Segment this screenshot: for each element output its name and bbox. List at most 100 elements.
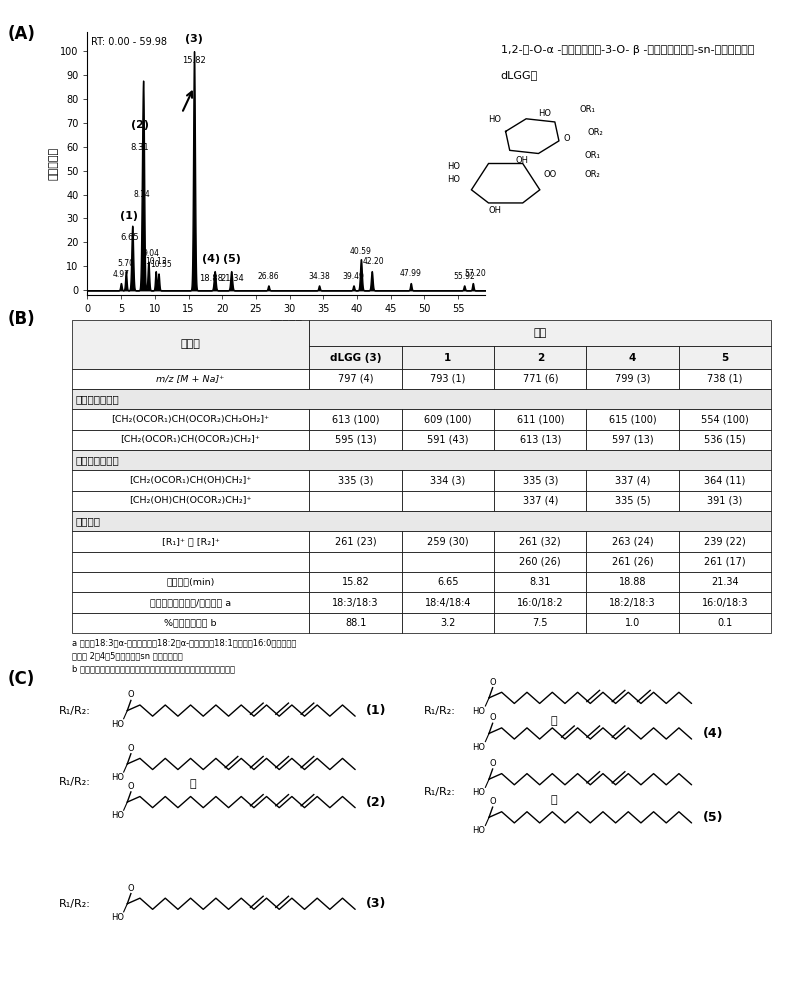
Text: 337 (4): 337 (4): [615, 476, 650, 486]
Bar: [494, 409, 587, 430]
Bar: [401, 613, 494, 633]
Bar: [401, 430, 494, 450]
Text: 797 (4): 797 (4): [338, 374, 374, 384]
Bar: [72, 592, 309, 613]
Bar: [587, 552, 679, 572]
Bar: [309, 491, 401, 511]
Bar: [587, 409, 679, 430]
Text: O: O: [127, 744, 134, 753]
Text: O: O: [489, 759, 496, 768]
Text: 波峰: 波峰: [533, 328, 547, 338]
Text: m/z [M + Na]⁺: m/z [M + Na]⁺: [157, 374, 225, 383]
Bar: [679, 409, 771, 430]
Text: 18:4/18:4: 18:4/18:4: [425, 598, 471, 608]
Bar: [401, 409, 494, 430]
Bar: [72, 430, 309, 450]
Text: OR₂: OR₂: [588, 128, 603, 137]
Bar: [587, 346, 679, 369]
Bar: [679, 592, 771, 613]
Text: 二酰基甘油基团: 二酰基甘油基团: [76, 394, 119, 404]
Text: 597 (13): 597 (13): [612, 435, 653, 445]
Text: (2): (2): [131, 120, 149, 130]
Bar: [494, 470, 587, 491]
Bar: [587, 369, 679, 389]
Text: (5): (5): [703, 811, 723, 824]
Bar: [72, 491, 309, 511]
Text: 260 (26): 260 (26): [519, 557, 561, 567]
Text: 10.13: 10.13: [145, 257, 166, 266]
Bar: [679, 470, 771, 491]
Text: 42.20: 42.20: [363, 257, 385, 266]
Bar: [679, 531, 771, 552]
Text: (C): (C): [8, 670, 35, 688]
Bar: [72, 470, 309, 491]
Bar: [494, 369, 587, 389]
Text: 615 (100): 615 (100): [609, 415, 657, 425]
Bar: [72, 409, 309, 430]
Bar: [309, 320, 771, 346]
Text: 26.86: 26.86: [258, 272, 279, 281]
Bar: [679, 369, 771, 389]
Text: dLGG (3): dLGG (3): [330, 353, 382, 363]
Bar: [72, 511, 771, 531]
Text: 536 (15): 536 (15): [704, 435, 746, 445]
Text: OR₁: OR₁: [584, 151, 600, 160]
Text: 18:2/18:3: 18:2/18:3: [609, 598, 656, 608]
Text: 595 (13): 595 (13): [335, 435, 376, 445]
Text: 5: 5: [721, 353, 728, 363]
Text: 591 (43): 591 (43): [427, 435, 469, 445]
Text: 55.92: 55.92: [453, 272, 475, 281]
Bar: [587, 491, 679, 511]
Text: 15.82: 15.82: [342, 577, 370, 587]
Text: HO: HO: [111, 720, 124, 729]
Text: 611 (100): 611 (100): [517, 415, 564, 425]
Bar: [72, 572, 309, 592]
Text: O: O: [127, 690, 134, 699]
Bar: [494, 346, 587, 369]
Text: 609 (100): 609 (100): [425, 415, 471, 425]
Bar: [401, 552, 494, 572]
Text: 单酰基甘油基团: 单酰基甘油基团: [76, 455, 119, 465]
Text: 4: 4: [629, 353, 636, 363]
Text: (B): (B): [8, 310, 36, 328]
Text: R₁/R₂:: R₁/R₂:: [424, 787, 456, 797]
Bar: [587, 470, 679, 491]
Text: %（峰百分比） b: %（峰百分比） b: [165, 618, 217, 627]
Bar: [72, 369, 309, 389]
Bar: [72, 320, 309, 369]
Bar: [494, 552, 587, 572]
Text: 4.97: 4.97: [112, 270, 130, 279]
Text: 1: 1: [444, 353, 452, 363]
Bar: [587, 430, 679, 450]
Text: HO: HO: [488, 115, 502, 124]
Text: [CH₂(OCOR₁)CH(OCOR₂)CH₂OH₂]⁺: [CH₂(OCOR₁)CH(OCOR₂)CH₂OH₂]⁺: [111, 415, 270, 424]
Text: HO: HO: [537, 109, 551, 118]
Text: 364 (11): 364 (11): [704, 476, 746, 486]
Text: OH: OH: [488, 206, 502, 215]
Text: 613 (13): 613 (13): [520, 435, 561, 445]
Text: 259 (30): 259 (30): [427, 537, 469, 547]
Text: 799 (3): 799 (3): [615, 374, 650, 384]
Bar: [679, 552, 771, 572]
Text: 酰基基团: 酰基基团: [76, 516, 101, 526]
Text: 738 (1): 738 (1): [708, 374, 743, 384]
Bar: [401, 470, 494, 491]
Text: HO: HO: [448, 175, 460, 184]
Text: (5): (5): [223, 254, 241, 264]
Text: 391 (3): 391 (3): [708, 496, 743, 506]
Bar: [401, 572, 494, 592]
Bar: [309, 346, 401, 369]
Text: b 数值是指总体单半乳糖苷二酰基甘油化合物波峰面积的各波峰百分比。: b 数值是指总体单半乳糖苷二酰基甘油化合物波峰面积的各波峰百分比。: [72, 664, 235, 673]
Text: 335 (3): 335 (3): [338, 476, 374, 486]
Bar: [679, 491, 771, 511]
Text: R₁/R₂:: R₁/R₂:: [424, 706, 456, 716]
Bar: [587, 592, 679, 613]
Bar: [679, 572, 771, 592]
Text: 21.34: 21.34: [712, 577, 739, 587]
Text: 分子种类（脂肪酸/脂肪酸） a: 分子种类（脂肪酸/脂肪酸） a: [150, 598, 231, 607]
Text: 16:0/18:3: 16:0/18:3: [702, 598, 748, 608]
Text: 或: 或: [189, 779, 196, 789]
Bar: [309, 592, 401, 613]
Bar: [401, 346, 494, 369]
Text: RT: 0.00 - 59.98: RT: 0.00 - 59.98: [91, 37, 168, 47]
